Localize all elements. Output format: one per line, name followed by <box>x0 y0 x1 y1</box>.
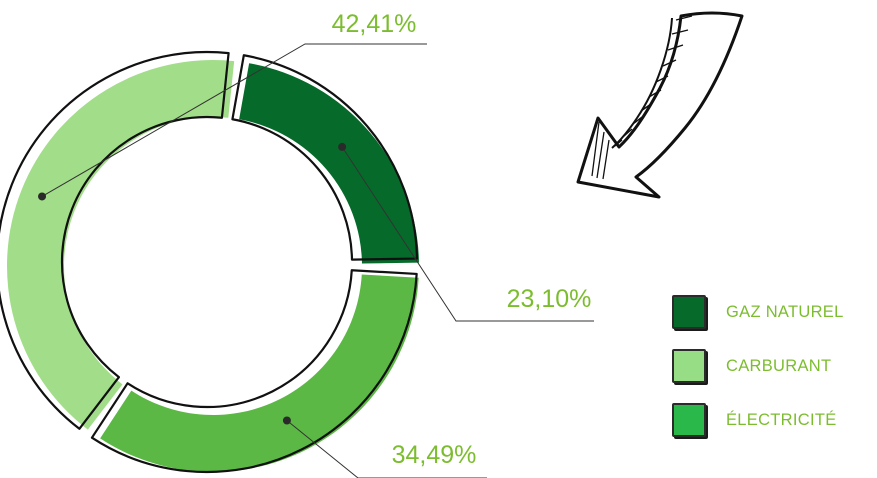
curved-arrow-icon <box>576 11 744 199</box>
legend-label: ÉLECTRICITÉ <box>726 410 837 429</box>
leader-lines <box>38 43 594 478</box>
slice-fill--lectricit- <box>100 274 419 473</box>
slice-fill-carburant <box>7 60 235 430</box>
slice-gaz-naturel <box>231 54 419 261</box>
legend-item-electricite: ÉLECTRICITÉ <box>672 403 844 437</box>
slice-labels: 23,10% 34,49% 42,41% <box>332 10 592 469</box>
donut-slices <box>0 50 419 474</box>
leader-line-gaz-naturel <box>341 146 594 322</box>
legend: GAZ NATUREL CARBURANT ÉLECTRICITÉ <box>672 295 844 457</box>
leader-line--lectricit- <box>286 420 487 478</box>
legend-swatch <box>672 349 706 383</box>
legend-swatch <box>672 403 706 437</box>
legend-label: GAZ NATUREL <box>726 302 844 321</box>
data-label--lectricit-: 34,49% <box>392 441 477 469</box>
legend-swatch <box>672 295 706 329</box>
data-label-gaz-naturel: 23,10% <box>507 285 592 313</box>
slice--lectricit- <box>90 269 418 474</box>
legend-item-gaz-naturel: GAZ NATUREL <box>672 295 844 329</box>
leader-dot--lectricit- <box>282 416 291 425</box>
leader-dot-carburant <box>38 192 47 201</box>
slice-carburant <box>0 50 230 430</box>
slice-fill-gaz-naturel <box>239 63 419 264</box>
data-label-carburant: 42,41% <box>332 10 417 38</box>
legend-label: CARBURANT <box>726 356 832 375</box>
leader-line-carburant <box>41 43 427 197</box>
legend-item-carburant: CARBURANT <box>672 349 844 383</box>
leader-dot-gaz-naturel <box>338 142 347 151</box>
